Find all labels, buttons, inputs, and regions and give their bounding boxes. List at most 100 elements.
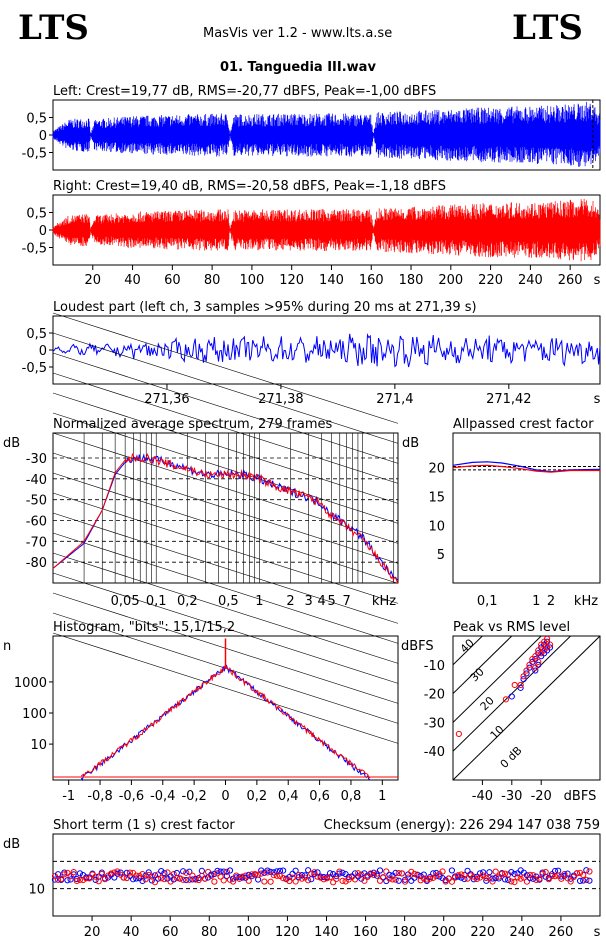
stcf-point-left xyxy=(70,871,77,878)
crest-xtick-label: 1 xyxy=(532,594,540,609)
spectrum-ytick-label: -40 xyxy=(26,473,47,488)
stcf-point-right xyxy=(92,873,99,880)
loudest-part-xtick-label: 271,4 xyxy=(376,392,413,407)
stcf-point-right xyxy=(217,873,224,880)
stcf-point-right xyxy=(536,875,543,882)
stcf-point-right xyxy=(501,870,509,877)
stcf-point-left xyxy=(339,869,346,876)
stcf-point-left xyxy=(230,875,237,882)
stcf-point-right xyxy=(223,868,230,876)
stcf-point-right xyxy=(439,868,446,875)
stcf-point-left xyxy=(205,874,212,881)
stcf-point-right xyxy=(58,875,65,883)
stcf-point-right xyxy=(567,878,574,885)
loudest-part-ytick-label: -0,5 xyxy=(22,361,47,376)
stcf-point-left xyxy=(180,868,187,875)
stcf-point-right xyxy=(330,879,337,886)
stcf-point-right xyxy=(426,875,434,882)
pvr-diag-label: 0 dB xyxy=(498,744,525,771)
right-waveform-xtick-label: 200 xyxy=(438,273,463,288)
spectrum-slope-line xyxy=(52,492,399,604)
stcf-point-left xyxy=(314,869,321,876)
stcf-point-left xyxy=(245,871,252,879)
spectrum-series-right xyxy=(52,452,399,584)
stcf-point-right xyxy=(83,875,90,882)
stcf-point-right xyxy=(289,874,296,881)
stcf-point-left xyxy=(155,875,162,882)
stcf-point-left xyxy=(280,867,287,874)
pvr-point-right xyxy=(520,673,527,680)
stcf-point-left xyxy=(295,874,302,881)
right-waveform-ytick-label: -0,5 xyxy=(22,242,47,257)
stcf-point-left xyxy=(145,869,152,876)
stcf-point-right xyxy=(148,873,155,880)
crest-ytick-label: 20 xyxy=(428,462,445,477)
pvr-title: Peak vs RMS level xyxy=(453,620,570,635)
stcf-point-right xyxy=(561,871,568,878)
stcf-point-right xyxy=(230,878,237,885)
pvr-point-left xyxy=(517,684,524,691)
stcf-point-right xyxy=(142,876,149,883)
crest-ytick-label: 5 xyxy=(437,548,445,563)
pvr-point-right xyxy=(502,696,510,703)
stcf-xtick-label: 40 xyxy=(123,925,140,940)
stcf-point-left xyxy=(345,873,352,881)
pvr-point-left xyxy=(541,650,548,657)
pvr-point-right xyxy=(523,667,530,674)
stcf-point-right xyxy=(258,870,265,877)
stcf-point-left xyxy=(214,867,221,874)
spectrum-slope-line xyxy=(52,512,399,624)
stcf-point-right xyxy=(323,875,330,882)
stcf-point-right xyxy=(67,873,74,880)
stcf-point-right xyxy=(586,868,593,875)
stcf-point-right xyxy=(476,874,484,881)
stcf-point-right xyxy=(508,878,515,885)
stcf-point-right xyxy=(201,875,209,882)
stcf-point-right xyxy=(326,873,334,881)
stcf-point-left xyxy=(270,869,277,876)
stcf-point-right xyxy=(145,871,152,879)
stcf-point-right xyxy=(317,874,324,881)
stcf-point-right xyxy=(189,872,196,879)
stcf-point-right xyxy=(401,878,409,885)
pvr-plot-area: 40 30 20 10 0 dB xyxy=(453,636,600,780)
logo-right: LTS xyxy=(512,8,583,48)
stcf-point-left xyxy=(548,871,556,878)
loudest-part-signal xyxy=(52,333,601,368)
right-waveform-xtick-label: 160 xyxy=(359,273,384,288)
stcf-point-left xyxy=(420,871,427,878)
stcf-point-right xyxy=(280,875,287,882)
stcf-point-right xyxy=(367,870,374,877)
stcf-point-left xyxy=(583,867,590,874)
app-title: MasVis ver 1.2 - www.lts.a.se xyxy=(203,26,393,41)
stcf-xtick-label: 180 xyxy=(392,925,417,940)
stcf-point-right xyxy=(361,877,368,884)
spectrum-xtick-label: 0,2 xyxy=(177,594,198,609)
right-waveform-xtick-label: 40 xyxy=(124,273,141,288)
stcf-point-right xyxy=(108,870,115,877)
stcf-point-left xyxy=(139,877,146,885)
histogram-xtick-label: -0,6 xyxy=(119,789,144,804)
loudest-part-ytick-label: 0,5 xyxy=(26,327,47,342)
stcf-point-right xyxy=(255,871,262,878)
pvr-diagonal xyxy=(453,636,484,666)
stcf-point-right xyxy=(298,875,305,882)
loudest-part-xtick-label: 271,38 xyxy=(258,392,304,407)
stcf-point-left xyxy=(342,871,349,878)
stcf-point-right xyxy=(264,869,271,876)
pvr-diag-label: 40 xyxy=(458,637,477,656)
stcf-point-right xyxy=(370,871,377,879)
stcf-point-left xyxy=(273,868,280,875)
stcf-point-left xyxy=(433,869,440,877)
stcf-point-left xyxy=(211,870,218,877)
histogram-series-right xyxy=(80,665,371,779)
stcf-point-left xyxy=(330,871,337,878)
stcf-point-right xyxy=(136,872,143,879)
right-waveform-title: Right: Crest=19,40 dB, RMS=-20,58 dBFS, … xyxy=(53,179,446,194)
spectrum-xtick-label: 3 xyxy=(305,594,313,609)
crest-ylabel: dB xyxy=(402,436,419,451)
stcf-xtick-label: 260 xyxy=(549,925,574,940)
stcf-point-right xyxy=(448,878,456,885)
stcf-point-right xyxy=(580,871,587,879)
